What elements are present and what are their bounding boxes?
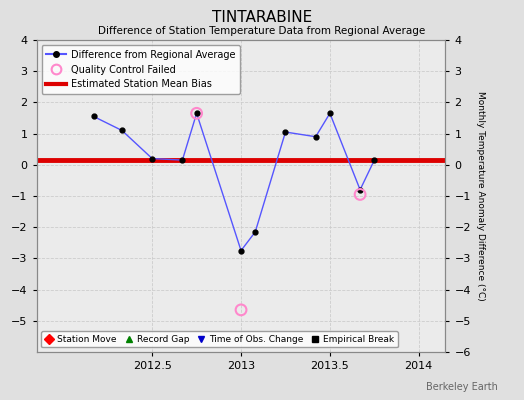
Point [237,307,245,313]
Point [356,191,364,198]
Point [192,110,201,116]
Text: TINTARABINE: TINTARABINE [212,10,312,25]
Legend: Station Move, Record Gap, Time of Obs. Change, Empirical Break: Station Move, Record Gap, Time of Obs. C… [41,331,398,348]
Y-axis label: Monthly Temperature Anomaly Difference (°C): Monthly Temperature Anomaly Difference (… [476,91,485,301]
Text: Berkeley Earth: Berkeley Earth [426,382,498,392]
Text: Difference of Station Temperature Data from Regional Average: Difference of Station Temperature Data f… [99,26,425,36]
